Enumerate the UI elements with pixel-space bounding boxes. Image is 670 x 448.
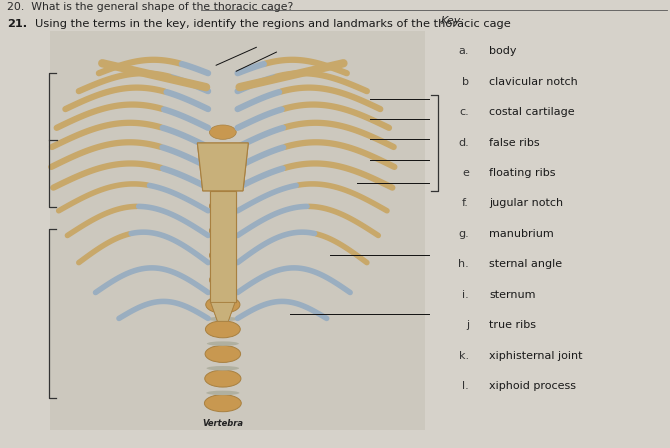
Ellipse shape: [210, 150, 237, 164]
Ellipse shape: [210, 224, 237, 238]
Text: clavicular notch: clavicular notch: [489, 77, 578, 86]
Text: Key:: Key:: [441, 16, 465, 26]
Text: e: e: [462, 168, 469, 178]
Text: l.: l.: [462, 381, 469, 391]
Ellipse shape: [210, 174, 237, 189]
Ellipse shape: [207, 317, 239, 321]
Text: a.: a.: [458, 46, 469, 56]
Ellipse shape: [204, 395, 241, 412]
Text: j: j: [466, 320, 469, 330]
Ellipse shape: [205, 345, 241, 362]
Text: floating ribs: floating ribs: [489, 168, 555, 178]
Ellipse shape: [206, 391, 239, 395]
Text: xiphoid process: xiphoid process: [489, 381, 576, 391]
Text: b: b: [462, 77, 469, 86]
Ellipse shape: [210, 199, 237, 213]
Text: h.: h.: [458, 259, 469, 269]
Ellipse shape: [210, 125, 237, 139]
Text: c.: c.: [459, 107, 469, 117]
Polygon shape: [198, 143, 249, 191]
Polygon shape: [211, 302, 235, 321]
Text: true ribs: true ribs: [489, 320, 536, 330]
Text: false ribs: false ribs: [489, 138, 540, 147]
Text: xiphisternal joint: xiphisternal joint: [489, 351, 583, 361]
Text: manubrium: manubrium: [489, 229, 554, 239]
Ellipse shape: [206, 366, 239, 370]
Text: i.: i.: [462, 290, 469, 300]
Text: sternal angle: sternal angle: [489, 259, 562, 269]
Text: body: body: [489, 46, 517, 56]
Ellipse shape: [206, 296, 240, 313]
Bar: [210, 191, 236, 302]
Text: costal cartilage: costal cartilage: [489, 107, 575, 117]
Ellipse shape: [207, 341, 239, 346]
Bar: [50, 31, 425, 430]
Text: Vertebra: Vertebra: [202, 419, 243, 428]
Text: d.: d.: [458, 138, 469, 147]
Text: Using the terms in the key, identify the regions and landmarks of the thoracic c: Using the terms in the key, identify the…: [35, 19, 511, 29]
Text: g.: g.: [458, 229, 469, 239]
Ellipse shape: [206, 321, 241, 338]
Text: 20.  What is the general shape of the thoracic cage?: 20. What is the general shape of the tho…: [7, 2, 293, 12]
Text: 21.: 21.: [7, 19, 27, 29]
Ellipse shape: [205, 370, 241, 387]
Text: jugular notch: jugular notch: [489, 198, 563, 208]
Ellipse shape: [210, 273, 237, 287]
Text: sternum: sternum: [489, 290, 535, 300]
Ellipse shape: [210, 248, 237, 263]
Text: f.: f.: [462, 198, 469, 208]
Text: k.: k.: [459, 351, 469, 361]
